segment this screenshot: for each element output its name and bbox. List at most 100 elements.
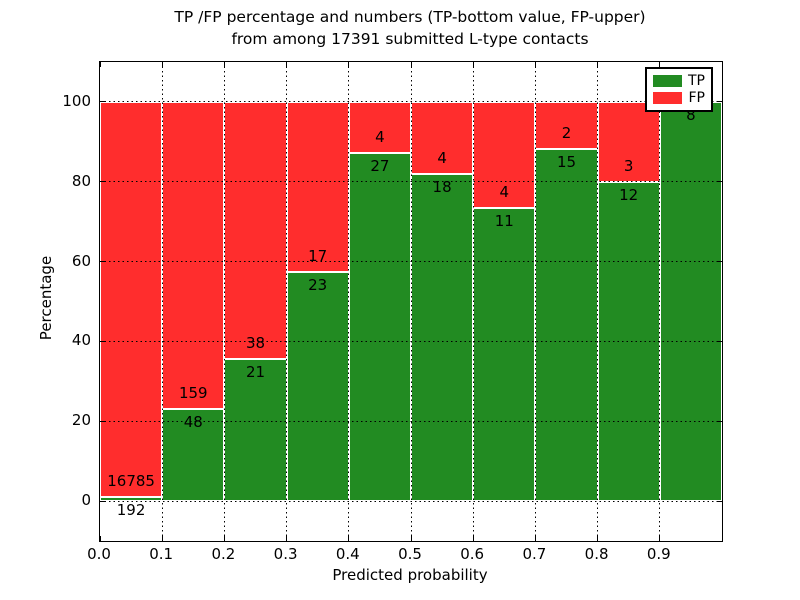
vertical-gridline <box>659 62 661 541</box>
vertical-gridline <box>161 62 163 541</box>
vertical-gridline <box>472 62 474 541</box>
legend: TP FP <box>645 67 713 112</box>
y-tick <box>100 101 105 103</box>
fp-value-label: 4 <box>437 149 447 168</box>
y-tick-label: 20 <box>71 411 91 430</box>
y-tick-right <box>717 261 722 263</box>
tp-bar-segment <box>411 174 474 502</box>
x-tick <box>597 536 599 541</box>
fp-value-label: 16785 <box>107 471 155 490</box>
tp-value-label: 21 <box>245 363 266 382</box>
x-tick-top <box>286 62 288 67</box>
tp-bar-segment <box>473 208 536 502</box>
legend-label-tp: TP <box>688 72 705 89</box>
x-tick-top <box>472 62 474 67</box>
x-tick-top <box>410 62 412 67</box>
chart-title: TP /FP percentage and numbers (TP-bottom… <box>174 6 645 50</box>
tp-bar-segment <box>224 359 287 502</box>
horizontal-gridline <box>100 340 722 342</box>
x-tick <box>161 536 163 541</box>
x-axis-label: Predicted probability <box>332 566 488 584</box>
x-tick-label: 0.4 <box>335 545 360 563</box>
tp-value-label: 48 <box>183 412 203 431</box>
x-tick-top <box>348 62 350 67</box>
vertical-gridline <box>348 62 350 541</box>
tp-value-label: 12 <box>619 185 639 204</box>
fp-value-label: 2 <box>561 123 572 142</box>
x-tick-top <box>223 62 225 67</box>
horizontal-gridline <box>100 261 722 263</box>
y-tick-label: 60 <box>71 251 91 270</box>
y-tick-label: 80 <box>71 171 91 190</box>
chart-title-line1: TP /FP percentage and numbers (TP-bottom… <box>174 8 646 26</box>
x-tick-label: 0.5 <box>398 545 422 563</box>
y-tick <box>100 261 105 263</box>
x-tick <box>348 536 350 541</box>
y-tick-right <box>717 101 722 103</box>
x-tick-top <box>161 62 163 67</box>
vertical-gridline <box>286 62 288 541</box>
y-tick-label: 0 <box>81 491 91 510</box>
fp-bar-segment <box>411 101 474 175</box>
x-tick-label: 0.8 <box>584 545 609 563</box>
fp-bar-segment <box>224 101 287 359</box>
y-tick-right <box>717 340 722 342</box>
vertical-gridline <box>223 62 225 541</box>
x-tick <box>534 536 536 541</box>
tp-value-label: 192 <box>116 500 146 519</box>
x-tick-label: 0.1 <box>149 545 174 563</box>
x-tick <box>99 536 101 541</box>
fp-bar-segment <box>535 101 598 149</box>
tp-swatch-icon <box>653 74 682 87</box>
y-tick-right <box>717 500 722 502</box>
fp-swatch-icon <box>653 92 682 105</box>
tp-bar-segment <box>162 408 225 502</box>
tp-value-label: 23 <box>308 275 328 294</box>
fp-bar-segment <box>473 101 536 209</box>
tp-value-label: 27 <box>370 157 390 176</box>
fp-value-label: 4 <box>499 183 510 202</box>
fp-bar-segment <box>100 101 163 497</box>
y-tick-label: 100 <box>62 91 91 110</box>
x-tick-label: 0.2 <box>211 545 236 563</box>
x-tick-top <box>99 62 101 67</box>
tp-bar-segment <box>348 153 411 502</box>
x-tick-label: 0.3 <box>273 545 298 563</box>
horizontal-gridline <box>100 500 722 502</box>
tp-value-label: 11 <box>494 212 514 231</box>
x-tick <box>223 536 225 541</box>
vertical-gridline <box>410 62 412 541</box>
x-tick <box>659 536 661 541</box>
vertical-gridline <box>534 62 536 541</box>
x-tick <box>410 536 412 541</box>
tp-value-label: 18 <box>432 178 452 197</box>
fp-value-label: 38 <box>245 334 266 353</box>
x-tick-label: 0.9 <box>646 545 671 563</box>
x-tick <box>286 536 288 541</box>
y-tick-right <box>717 181 722 183</box>
x-tick-label: 0.7 <box>522 545 547 563</box>
vertical-gridline <box>597 62 599 541</box>
legend-item-fp: FP <box>653 90 705 106</box>
chart-title-line2: from among 17391 submitted L-type contac… <box>231 30 589 48</box>
x-tick-top <box>534 62 536 67</box>
x-tick-top <box>597 62 599 67</box>
y-tick-right <box>717 420 722 422</box>
tp-bar-segment <box>659 101 722 502</box>
y-tick <box>100 500 105 502</box>
tp-value-label: 8 <box>686 105 696 124</box>
horizontal-gridline <box>100 181 722 183</box>
fp-bar-segment <box>162 101 225 409</box>
y-tick <box>100 340 105 342</box>
horizontal-gridline <box>100 101 722 103</box>
y-tick <box>100 181 105 183</box>
y-tick <box>100 420 105 422</box>
y-tick-label: 40 <box>71 331 91 350</box>
tp-bar-segment <box>535 148 598 502</box>
tp-value-label: 15 <box>556 152 577 171</box>
x-tick-label: 0.0 <box>87 545 111 563</box>
plot-area: 16785192159483821172342741841121531208 <box>99 61 723 542</box>
fp-value-label: 3 <box>623 156 634 175</box>
x-tick <box>472 536 474 541</box>
